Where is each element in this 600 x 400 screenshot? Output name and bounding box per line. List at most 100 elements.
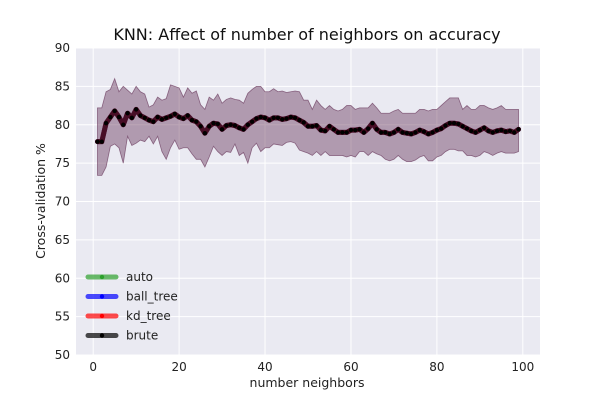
data-point <box>133 107 139 112</box>
chart-title: KNN: Affect of number of neighbors on ac… <box>113 25 500 44</box>
legend-label: brute <box>126 329 158 343</box>
legend-item: ball_tree <box>85 290 178 304</box>
y-tick-label: 50 <box>55 348 70 362</box>
data-point <box>314 123 319 128</box>
data-point <box>172 111 178 117</box>
data-point <box>155 114 160 120</box>
legend-marker <box>99 274 105 280</box>
data-point <box>374 127 379 132</box>
data-point <box>108 114 113 120</box>
data-point <box>499 127 504 133</box>
legend-marker <box>99 313 105 319</box>
legend-marker <box>99 333 105 338</box>
x-tick-labels: 0 20 40 60 80 100 <box>89 360 534 374</box>
y-tick-label: 55 <box>55 310 70 324</box>
data-point <box>215 121 220 127</box>
data-point <box>417 127 422 133</box>
data-point <box>503 129 508 134</box>
data-point <box>460 124 465 129</box>
data-point <box>292 115 298 121</box>
data-point <box>219 127 225 132</box>
data-point <box>344 130 349 135</box>
data-point <box>198 124 203 129</box>
data-point <box>365 126 371 131</box>
data-point <box>185 113 190 118</box>
data-point <box>245 122 251 127</box>
x-tick-label: 100 <box>511 360 534 374</box>
data-point <box>361 130 367 135</box>
data-point <box>275 115 281 121</box>
y-tick-label: 75 <box>55 156 70 170</box>
legend-item: brute <box>85 329 158 343</box>
x-tick-label: 60 <box>343 360 358 374</box>
data-point <box>95 139 100 144</box>
data-point <box>206 124 212 129</box>
y-tick-label: 65 <box>55 233 70 247</box>
data-point <box>348 127 354 133</box>
data-point <box>310 124 315 129</box>
x-tick-label: 20 <box>171 360 186 374</box>
data-point <box>280 117 285 122</box>
legend-label: auto <box>126 270 153 284</box>
data-point <box>335 130 341 135</box>
data-point <box>430 130 435 135</box>
data-point <box>408 131 414 137</box>
data-point <box>516 127 521 132</box>
grid-lines <box>76 47 540 356</box>
data-point <box>271 115 276 121</box>
data-point <box>129 115 135 121</box>
data-point <box>189 117 195 123</box>
data-point <box>396 127 401 132</box>
data-point <box>224 123 229 128</box>
data-point <box>413 130 418 135</box>
data-point <box>400 130 405 135</box>
data-point <box>490 130 495 135</box>
data-point <box>146 117 152 123</box>
data-point <box>301 120 306 125</box>
data-point <box>258 114 263 120</box>
data-point <box>383 130 388 135</box>
data-point <box>443 123 448 128</box>
data-point <box>391 130 397 135</box>
data-point <box>378 130 384 135</box>
series-brute <box>94 106 522 145</box>
y-tick-label: 70 <box>55 195 70 209</box>
data-point <box>331 127 336 132</box>
data-point <box>421 129 427 134</box>
data-point <box>288 114 294 120</box>
series-layer <box>94 106 522 145</box>
data-point <box>116 114 122 120</box>
data-point <box>112 108 117 114</box>
data-point <box>340 130 345 135</box>
x-tick-label: 80 <box>429 360 444 374</box>
data-point <box>469 128 474 134</box>
data-point <box>232 123 238 128</box>
data-point <box>168 114 173 119</box>
data-point <box>267 117 272 123</box>
data-point <box>103 121 109 126</box>
data-point <box>456 121 461 127</box>
data-point <box>228 122 233 127</box>
data-point <box>125 111 130 116</box>
data-point <box>357 127 362 132</box>
y-tick-label: 60 <box>55 271 70 285</box>
data-point <box>305 124 311 129</box>
data-point <box>99 139 104 144</box>
data-point <box>370 121 375 126</box>
legend-item: auto <box>85 270 153 284</box>
y-tick-label: 80 <box>55 118 70 132</box>
y-tick-label: 85 <box>55 79 70 93</box>
data-point <box>451 121 457 126</box>
x-axis-label: number neighbors <box>250 375 365 390</box>
data-point <box>481 125 487 131</box>
data-point <box>494 128 500 134</box>
data-point <box>486 128 491 134</box>
data-point <box>202 130 208 136</box>
data-point <box>327 124 332 129</box>
data-point <box>194 119 199 124</box>
data-point <box>353 127 358 133</box>
data-point <box>121 122 126 127</box>
data-point <box>138 113 143 118</box>
data-point <box>151 119 156 124</box>
legend-marker <box>99 294 105 299</box>
